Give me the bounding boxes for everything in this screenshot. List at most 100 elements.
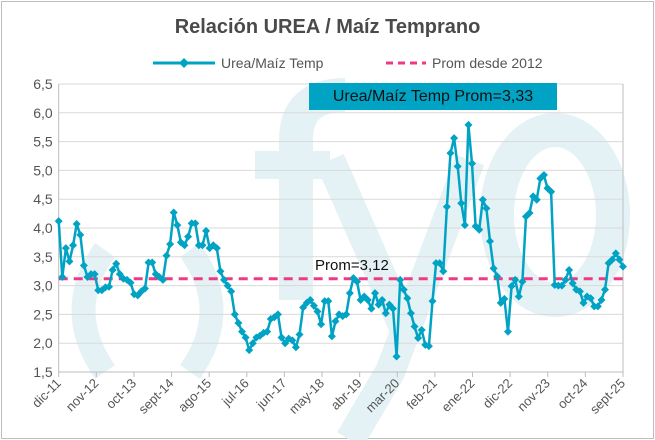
- y-tick-label: 6,5: [33, 76, 53, 92]
- data-point: [309, 301, 318, 310]
- y-tick-label: 2,0: [33, 335, 53, 351]
- data-point: [273, 310, 282, 319]
- data-point: [410, 322, 419, 331]
- data-point: [317, 320, 326, 329]
- data-point: [561, 275, 570, 284]
- data-point: [69, 241, 78, 250]
- y-tick-label: 5,0: [33, 162, 53, 178]
- data-point: [277, 333, 286, 342]
- watermark-letter-o: [480, 113, 630, 317]
- y-tick-label: 3,0: [33, 278, 53, 294]
- data-point: [460, 221, 469, 230]
- data-point: [281, 339, 290, 348]
- data-point: [478, 195, 487, 204]
- data-point: [374, 300, 383, 309]
- data-point: [601, 285, 610, 294]
- data-point: [565, 266, 574, 275]
- x-tick-label: nov-12: [63, 376, 102, 415]
- y-tick-label: 5,5: [33, 134, 53, 150]
- data-point: [230, 310, 239, 319]
- chart-title: Relación UREA / Maíz Temprano: [174, 16, 481, 38]
- data-point: [162, 251, 171, 260]
- data-point: [306, 296, 315, 304]
- data-point: [615, 255, 624, 264]
- x-tick-label: ago-15: [175, 376, 214, 415]
- data-point: [295, 330, 304, 339]
- data-point: [227, 287, 236, 296]
- data-point: [388, 304, 397, 313]
- data-point: [299, 303, 308, 312]
- data-point: [79, 261, 88, 270]
- legend-item-series: Urea/Maíz Temp: [153, 55, 323, 71]
- data-point: [439, 267, 448, 276]
- data-point: [518, 277, 527, 286]
- data-point: [424, 342, 433, 351]
- data-point: [108, 266, 117, 275]
- x-tick-label: oct-24: [554, 376, 590, 412]
- average-line-label: Prom=3,12: [315, 257, 389, 274]
- data-point: [442, 202, 451, 211]
- data-point: [453, 162, 462, 171]
- x-tick-label: jun-17: [253, 376, 290, 413]
- data-point: [105, 282, 114, 291]
- data-point: [291, 343, 300, 352]
- data-point: [191, 219, 200, 228]
- data-point: [399, 285, 408, 294]
- data-point: [288, 336, 297, 345]
- data-point: [263, 327, 272, 336]
- data-point: [406, 309, 415, 318]
- data-point: [608, 255, 617, 264]
- data-point: [158, 275, 167, 284]
- data-point: [140, 284, 149, 293]
- data-point: [212, 244, 221, 253]
- data-point: [370, 289, 379, 298]
- data-point: [76, 230, 85, 239]
- data-point: [126, 278, 135, 287]
- data-point: [112, 259, 121, 268]
- data-point: [493, 272, 502, 281]
- data-point: [248, 339, 257, 348]
- data-point: [173, 221, 182, 230]
- data-point: [345, 289, 354, 298]
- data-point: [500, 294, 509, 303]
- data-point: [619, 262, 627, 271]
- data-point: [428, 297, 437, 306]
- data-point: [245, 346, 254, 355]
- data-point: [579, 298, 588, 307]
- data-point: [65, 257, 74, 266]
- x-tick-label: jul-16: [218, 376, 252, 410]
- data-point: [180, 241, 189, 250]
- data-point: [61, 244, 70, 253]
- data-point: [547, 187, 556, 196]
- data-point: [148, 258, 157, 267]
- x-tick-label: sept-14: [135, 376, 176, 417]
- legend-dash-icon: [386, 61, 426, 65]
- data-point: [475, 225, 484, 234]
- data-point: [202, 226, 211, 235]
- data-point: [367, 304, 376, 313]
- y-tick-label: 4,5: [33, 191, 53, 207]
- y-tick-label: 1,5: [33, 364, 53, 380]
- data-point: [392, 352, 401, 361]
- data-point: [327, 332, 336, 341]
- data-point: [115, 270, 124, 279]
- legend-line-diamond-icon: [153, 58, 215, 68]
- y-tick-label: 3,5: [33, 249, 53, 265]
- data-point: [324, 297, 333, 306]
- data-point: [72, 219, 81, 228]
- data-point: [575, 287, 584, 296]
- data-point: [378, 296, 387, 304]
- data-point: [169, 208, 178, 217]
- data-point: [54, 217, 63, 226]
- data-point: [464, 120, 473, 129]
- x-tick-label: feb-21: [403, 376, 440, 413]
- data-point: [586, 294, 595, 303]
- data-point: [331, 317, 340, 326]
- data-point: [568, 279, 577, 288]
- data-point: [503, 327, 512, 336]
- legend-label: Prom desde 2012: [432, 55, 543, 71]
- data-point: [557, 281, 566, 290]
- data-point: [363, 296, 372, 304]
- data-point: [489, 264, 498, 273]
